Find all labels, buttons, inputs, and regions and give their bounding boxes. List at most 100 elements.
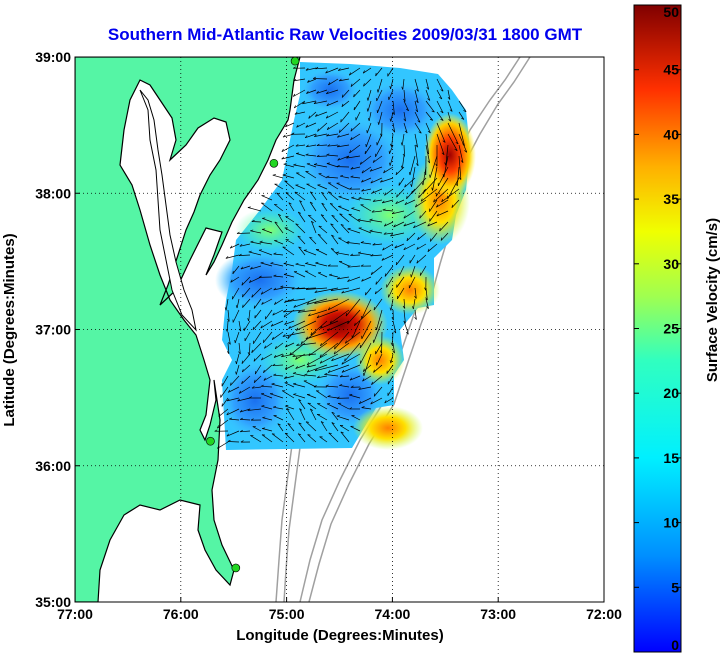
velocity-vector xyxy=(368,111,372,121)
velocity-vector-head xyxy=(440,110,444,114)
velocity-vectors xyxy=(214,66,468,449)
velocity-vector xyxy=(250,435,262,443)
velocity-vector xyxy=(425,144,431,164)
velocity-vector xyxy=(230,243,240,249)
velocity-vector-head xyxy=(424,287,427,291)
velocity-vector xyxy=(436,199,449,208)
velocity-vector-head xyxy=(329,320,332,324)
velocity-vector xyxy=(370,397,383,405)
velocity-vector xyxy=(298,422,306,432)
velocity-vector-head xyxy=(298,211,302,214)
velocity-vector xyxy=(295,263,306,267)
velocity-vector xyxy=(336,252,350,256)
velocity-vector-head xyxy=(262,339,265,343)
velocity-vector-head xyxy=(242,304,244,308)
velocity-vector xyxy=(306,364,317,368)
velocity-vector xyxy=(315,249,328,256)
velocity-vector xyxy=(258,249,273,256)
velocity-vector xyxy=(382,199,394,204)
velocity-vector xyxy=(313,100,328,105)
velocity-vector-head xyxy=(326,175,330,178)
velocity-vector-head xyxy=(284,366,288,370)
velocity-vector-head xyxy=(310,332,313,336)
colorbar-tick-label: 30 xyxy=(663,256,679,272)
velocity-vector-head xyxy=(288,325,291,329)
velocity-vector xyxy=(351,197,361,201)
velocity-vector xyxy=(361,166,372,174)
velocity-vector-head xyxy=(320,421,324,424)
velocity-vector-head xyxy=(224,307,227,311)
station-markers xyxy=(206,57,300,573)
velocity-vector xyxy=(361,177,372,183)
velocity-vector-head xyxy=(325,115,329,119)
velocity-vector xyxy=(315,111,328,117)
velocity-vector xyxy=(458,122,465,146)
velocity-vector-head xyxy=(217,445,220,449)
velocity-vector xyxy=(296,287,317,290)
velocity-vector-head xyxy=(336,396,340,399)
velocity-vector-head xyxy=(314,134,317,137)
velocity-vector xyxy=(403,100,409,111)
velocity-vector xyxy=(309,201,317,212)
velocity-vector-head xyxy=(251,349,253,353)
velocity-vector-head xyxy=(304,373,308,376)
velocity-vector xyxy=(253,375,262,383)
velocity-vector xyxy=(304,133,317,139)
velocity-vector-head xyxy=(226,433,229,437)
velocity-vector-head xyxy=(439,97,443,100)
velocity-vector-head xyxy=(227,389,231,393)
velocity-vector xyxy=(293,164,306,168)
velocity-vector-head xyxy=(327,395,331,397)
colorbar-ticks: 0 5 10 15 20 25 30 35 40 45 50 xyxy=(634,4,681,653)
chart-title: Southern Mid-Atlantic Raw Velocities 200… xyxy=(108,25,583,44)
velocity-vector xyxy=(307,353,328,366)
velocity-vector-head xyxy=(406,237,409,242)
velocity-vector xyxy=(362,375,372,382)
velocity-vector xyxy=(288,320,306,329)
velocity-vector xyxy=(425,89,431,101)
velocity-vector-head xyxy=(283,314,286,318)
velocity-vector xyxy=(293,383,306,388)
velocity-vector xyxy=(220,386,229,398)
velocity-vector xyxy=(261,202,273,212)
velocity-vector-head xyxy=(228,341,231,345)
velocity-vector xyxy=(269,393,284,399)
velocity-vector xyxy=(339,385,350,388)
velocity-vector xyxy=(360,204,372,212)
velocity-vector-head xyxy=(316,315,320,319)
velocity-vector xyxy=(319,353,339,364)
velocity-vector-head xyxy=(259,240,263,243)
velocity-vector xyxy=(398,177,405,186)
velocity-vector xyxy=(391,133,394,147)
velocity-vector xyxy=(394,243,405,249)
velocity-vector-head xyxy=(225,328,228,332)
velocity-vector-head xyxy=(349,394,353,396)
velocity-vector xyxy=(376,353,383,366)
velocity-vector-head xyxy=(393,330,397,334)
velocity-vector-head xyxy=(392,350,395,354)
velocity-vector-head xyxy=(309,236,313,239)
velocity-vector xyxy=(417,232,427,241)
velocity-vector xyxy=(410,265,416,278)
velocity-vector-head xyxy=(349,407,353,410)
velocity-vector xyxy=(306,287,328,290)
velocity-vector xyxy=(425,298,429,309)
velocity-vector xyxy=(414,89,419,103)
velocity-vector xyxy=(260,262,273,267)
velocity-vector-head xyxy=(449,109,453,112)
velocity-vector-head xyxy=(258,275,262,278)
velocity-vector xyxy=(363,353,372,376)
velocity-vector xyxy=(436,89,443,100)
velocity-vector-head xyxy=(390,233,393,237)
velocity-vector xyxy=(284,227,295,234)
velocity-vector xyxy=(373,320,383,343)
velocity-vector xyxy=(367,100,372,112)
velocity-vector-head xyxy=(389,307,392,311)
velocity-vector xyxy=(369,166,383,172)
velocity-vector xyxy=(371,210,383,213)
velocity-vector-head xyxy=(363,83,365,87)
velocity-vector-head xyxy=(250,266,253,270)
velocity-vector xyxy=(409,155,416,176)
velocity-vector-head xyxy=(317,233,321,236)
velocity-vector xyxy=(414,78,419,92)
